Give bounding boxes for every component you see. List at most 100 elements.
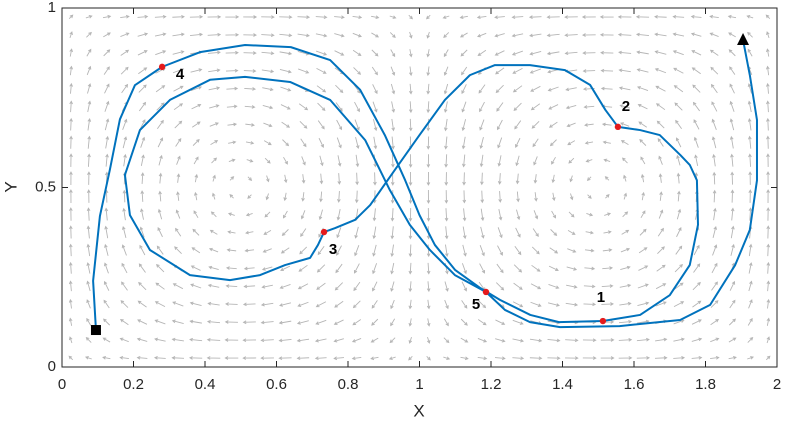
field-arrow (582, 33, 596, 37)
field-arrow (351, 356, 362, 361)
annotation-dot (599, 317, 607, 325)
field-arrow (282, 139, 290, 147)
field-arrow (299, 246, 308, 255)
field-arrow (426, 101, 431, 114)
field-arrow (226, 86, 239, 91)
field-arrow (547, 338, 561, 343)
field-arrow (372, 119, 378, 132)
field-arrow (279, 51, 293, 56)
field-arrow (156, 263, 165, 273)
field-arrow (122, 207, 126, 221)
field-arrow (515, 137, 521, 148)
field-arrow (600, 356, 615, 360)
field-arrow (531, 264, 541, 272)
field-arrow (353, 263, 360, 274)
field-arrow (617, 32, 632, 37)
field-arrow (619, 301, 632, 306)
field-arrow (604, 176, 610, 181)
field-arrow (279, 302, 292, 307)
field-arrow (280, 86, 292, 92)
field-arrow (658, 209, 664, 219)
field-arrow (86, 65, 92, 76)
field-arrow (497, 227, 503, 239)
field-arrow (747, 83, 752, 94)
field-arrow (480, 190, 485, 204)
field-arrow (157, 137, 164, 148)
field-arrow (546, 15, 560, 19)
field-arrow (354, 119, 360, 131)
field-arrow (389, 337, 396, 344)
field-arrow (408, 244, 413, 258)
field-arrow (618, 319, 633, 324)
field-arrow (587, 194, 592, 199)
field-arrow (316, 264, 326, 273)
field-arrow (691, 319, 702, 325)
field-arrow (514, 120, 522, 130)
field-arrow (207, 15, 222, 19)
field-arrow (444, 299, 449, 310)
field-arrow (103, 49, 111, 57)
field-arrow (530, 103, 541, 111)
field-arrow (69, 189, 73, 203)
field-arrow (564, 15, 578, 19)
field-arrow (229, 176, 235, 181)
field-arrow (498, 191, 502, 203)
field-arrow (730, 207, 735, 221)
field-arrow (477, 356, 488, 361)
field-arrow (748, 243, 753, 257)
field-arrow (408, 299, 413, 310)
field-arrow (462, 244, 467, 257)
field-arrow (604, 212, 612, 216)
annotation-dot (614, 123, 622, 131)
field-arrow (408, 154, 413, 168)
field-arrow (515, 227, 521, 238)
field-arrow (390, 262, 395, 275)
field-arrow (693, 136, 699, 148)
field-arrow (443, 101, 448, 113)
field-arrow (261, 33, 275, 37)
field-arrow (265, 193, 270, 201)
field-arrow (444, 208, 449, 222)
field-arrow (512, 319, 524, 325)
field-arrow (225, 15, 240, 19)
field-arrow (461, 263, 467, 275)
field-arrow (390, 208, 395, 222)
field-arrow (354, 226, 359, 239)
field-arrow (245, 123, 255, 127)
field-arrow (68, 336, 73, 344)
field-arrow (208, 86, 221, 91)
field-arrow (371, 15, 380, 20)
field-arrow (336, 227, 342, 239)
field-arrow (354, 101, 360, 113)
field-arrow (462, 190, 467, 204)
field-arrow (137, 32, 149, 37)
field-arrow (599, 15, 614, 19)
field-arrow (193, 210, 199, 219)
field-arrow (691, 67, 701, 75)
field-arrow (674, 263, 683, 273)
field-arrow (121, 244, 127, 256)
field-arrow (516, 209, 521, 221)
field-arrow (426, 49, 430, 58)
field-arrow (69, 31, 73, 39)
field-arrow (600, 86, 613, 91)
field-arrow (568, 211, 575, 218)
field-arrow (568, 157, 575, 164)
field-arrow (86, 225, 91, 239)
field-arrow (730, 243, 735, 256)
field-arrow (372, 263, 378, 275)
field-arrow (391, 154, 395, 168)
field-arrow (193, 156, 199, 165)
field-arrow (174, 120, 183, 129)
field-arrow (426, 318, 431, 327)
field-arrow (137, 300, 147, 308)
field-arrow (746, 15, 754, 19)
x-tick-label: 0 (58, 376, 66, 393)
field-arrow (408, 318, 413, 327)
field-arrow (228, 140, 237, 145)
field-arrow (280, 247, 290, 254)
field-arrow (564, 33, 578, 37)
field-arrow (657, 227, 664, 237)
field-arrow (191, 121, 201, 128)
field-arrow (551, 174, 556, 184)
